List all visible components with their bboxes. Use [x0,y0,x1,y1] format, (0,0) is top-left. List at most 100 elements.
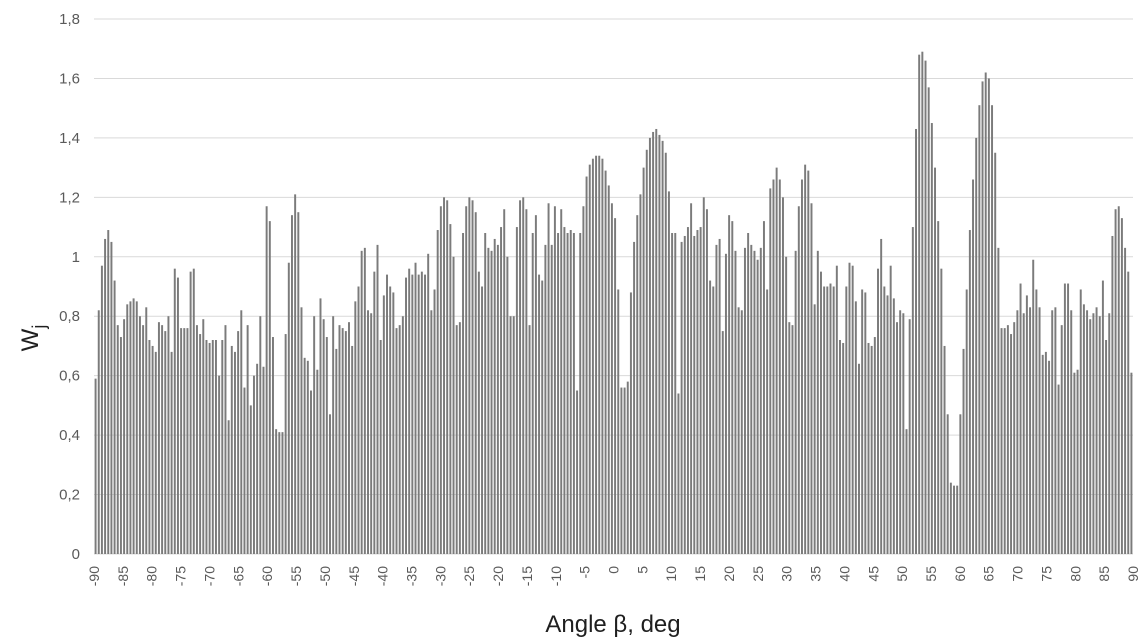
bar [332,316,335,554]
bar [126,304,129,554]
bar [816,250,819,555]
x-tick-label: 0 [606,566,622,574]
bar [1120,218,1123,554]
x-tick-label: 80 [1067,566,1083,582]
bar [496,244,499,554]
bar [728,215,731,554]
bar [927,87,930,554]
bar [731,221,734,554]
x-tick-label: -85 [115,566,131,586]
y-tick-label: 0,6 [59,368,80,385]
y-axis-ticks: 0 0,2 0,4 0,6 0,8 1 1,2 1,4 1,6 1,8 [59,11,80,563]
bar [800,179,803,554]
bar [712,286,715,554]
bar [820,271,822,554]
bar [1041,354,1044,554]
bar [1082,304,1085,554]
bar [978,105,981,554]
y-tick-label: 0,4 [59,427,80,444]
bar [455,325,458,554]
bar [588,164,591,554]
x-tick-label: 10 [663,566,679,582]
bar [227,420,230,554]
bar [905,429,908,554]
bar [132,298,135,554]
bar [823,286,826,554]
bar [176,277,179,554]
x-tick-label: 65 [981,566,997,582]
x-tick-label: -65 [230,566,246,586]
x-tick-label: 50 [894,566,910,582]
bar [579,233,582,554]
bar [173,268,176,554]
bar [360,250,363,555]
bar [791,325,794,554]
bar [702,197,705,555]
bar [389,286,392,554]
bar [671,233,674,554]
bar [934,167,937,554]
bar [766,289,769,554]
bar [747,233,750,554]
bar [237,331,240,554]
bar [854,301,857,554]
y-tick-label: 1 [72,249,80,266]
bar [839,340,841,554]
bar [591,158,594,554]
bar [398,325,401,554]
bar [512,316,515,554]
y-axis-title-main: W [17,328,44,351]
bar [506,256,509,554]
x-tick-label: 5 [634,566,650,574]
bar [313,316,316,554]
bar [740,310,743,554]
bar [848,262,851,554]
bar [674,233,677,554]
bar [699,227,702,555]
bar [325,337,328,554]
bar [715,244,718,554]
bar [319,298,322,554]
bar [259,316,262,554]
x-tick-label: -25 [461,566,477,586]
bar [610,203,613,554]
x-tick-label: 90 [1125,566,1141,582]
bar [538,274,541,554]
bar [772,179,775,554]
bar [249,405,252,554]
bar [142,325,145,554]
bar [915,128,917,554]
bar [1070,310,1073,554]
bar [1048,360,1051,554]
bar [867,342,870,554]
x-tick-label: 75 [1038,566,1054,582]
bar [329,414,331,554]
bar [750,244,753,554]
bar [994,152,997,554]
bar [949,482,952,554]
x-tick-label: -10 [548,566,564,586]
bar [759,247,762,554]
x-tick-label: 60 [952,566,968,582]
bar [826,286,829,554]
x-tick-label: -50 [317,566,333,586]
bar [877,268,879,554]
bar [547,203,550,554]
bar [303,357,306,554]
bar [623,387,626,554]
bar [119,337,122,554]
bar [762,221,765,554]
bar [873,337,876,554]
x-tick-label: -40 [375,566,391,586]
bar [645,149,648,554]
bar [858,363,860,554]
bar [1089,319,1092,554]
bar [753,250,756,555]
bar [835,265,838,554]
bar [557,233,560,554]
bar [563,227,566,555]
x-tick-label: 20 [721,566,737,582]
bar [940,268,943,554]
bar [667,191,670,554]
y-tick-label: 0 [72,546,80,563]
